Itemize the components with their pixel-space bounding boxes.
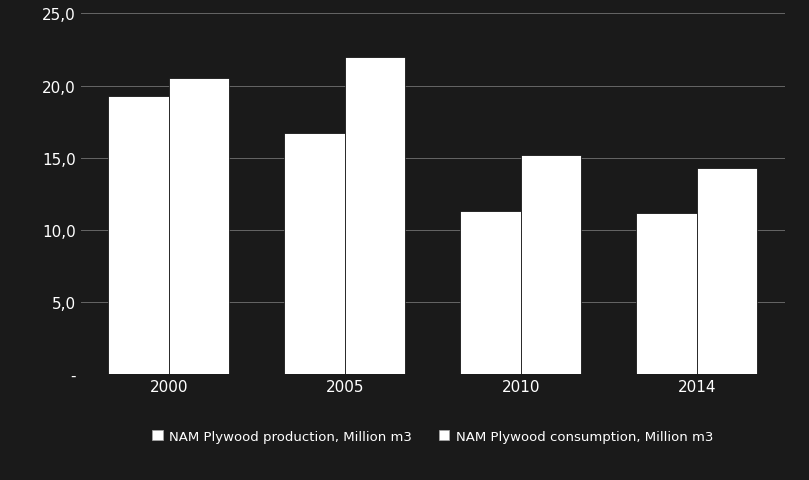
Bar — [521, 156, 582, 374]
Bar — [284, 134, 345, 374]
Bar — [108, 96, 169, 374]
Bar — [697, 168, 757, 374]
Bar — [636, 213, 697, 374]
Bar — [460, 212, 521, 374]
Bar — [169, 79, 230, 374]
Legend: NAM Plywood production, Million m3, NAM Plywood consumption, Million m3: NAM Plywood production, Million m3, NAM … — [148, 426, 718, 447]
Bar — [345, 58, 405, 374]
